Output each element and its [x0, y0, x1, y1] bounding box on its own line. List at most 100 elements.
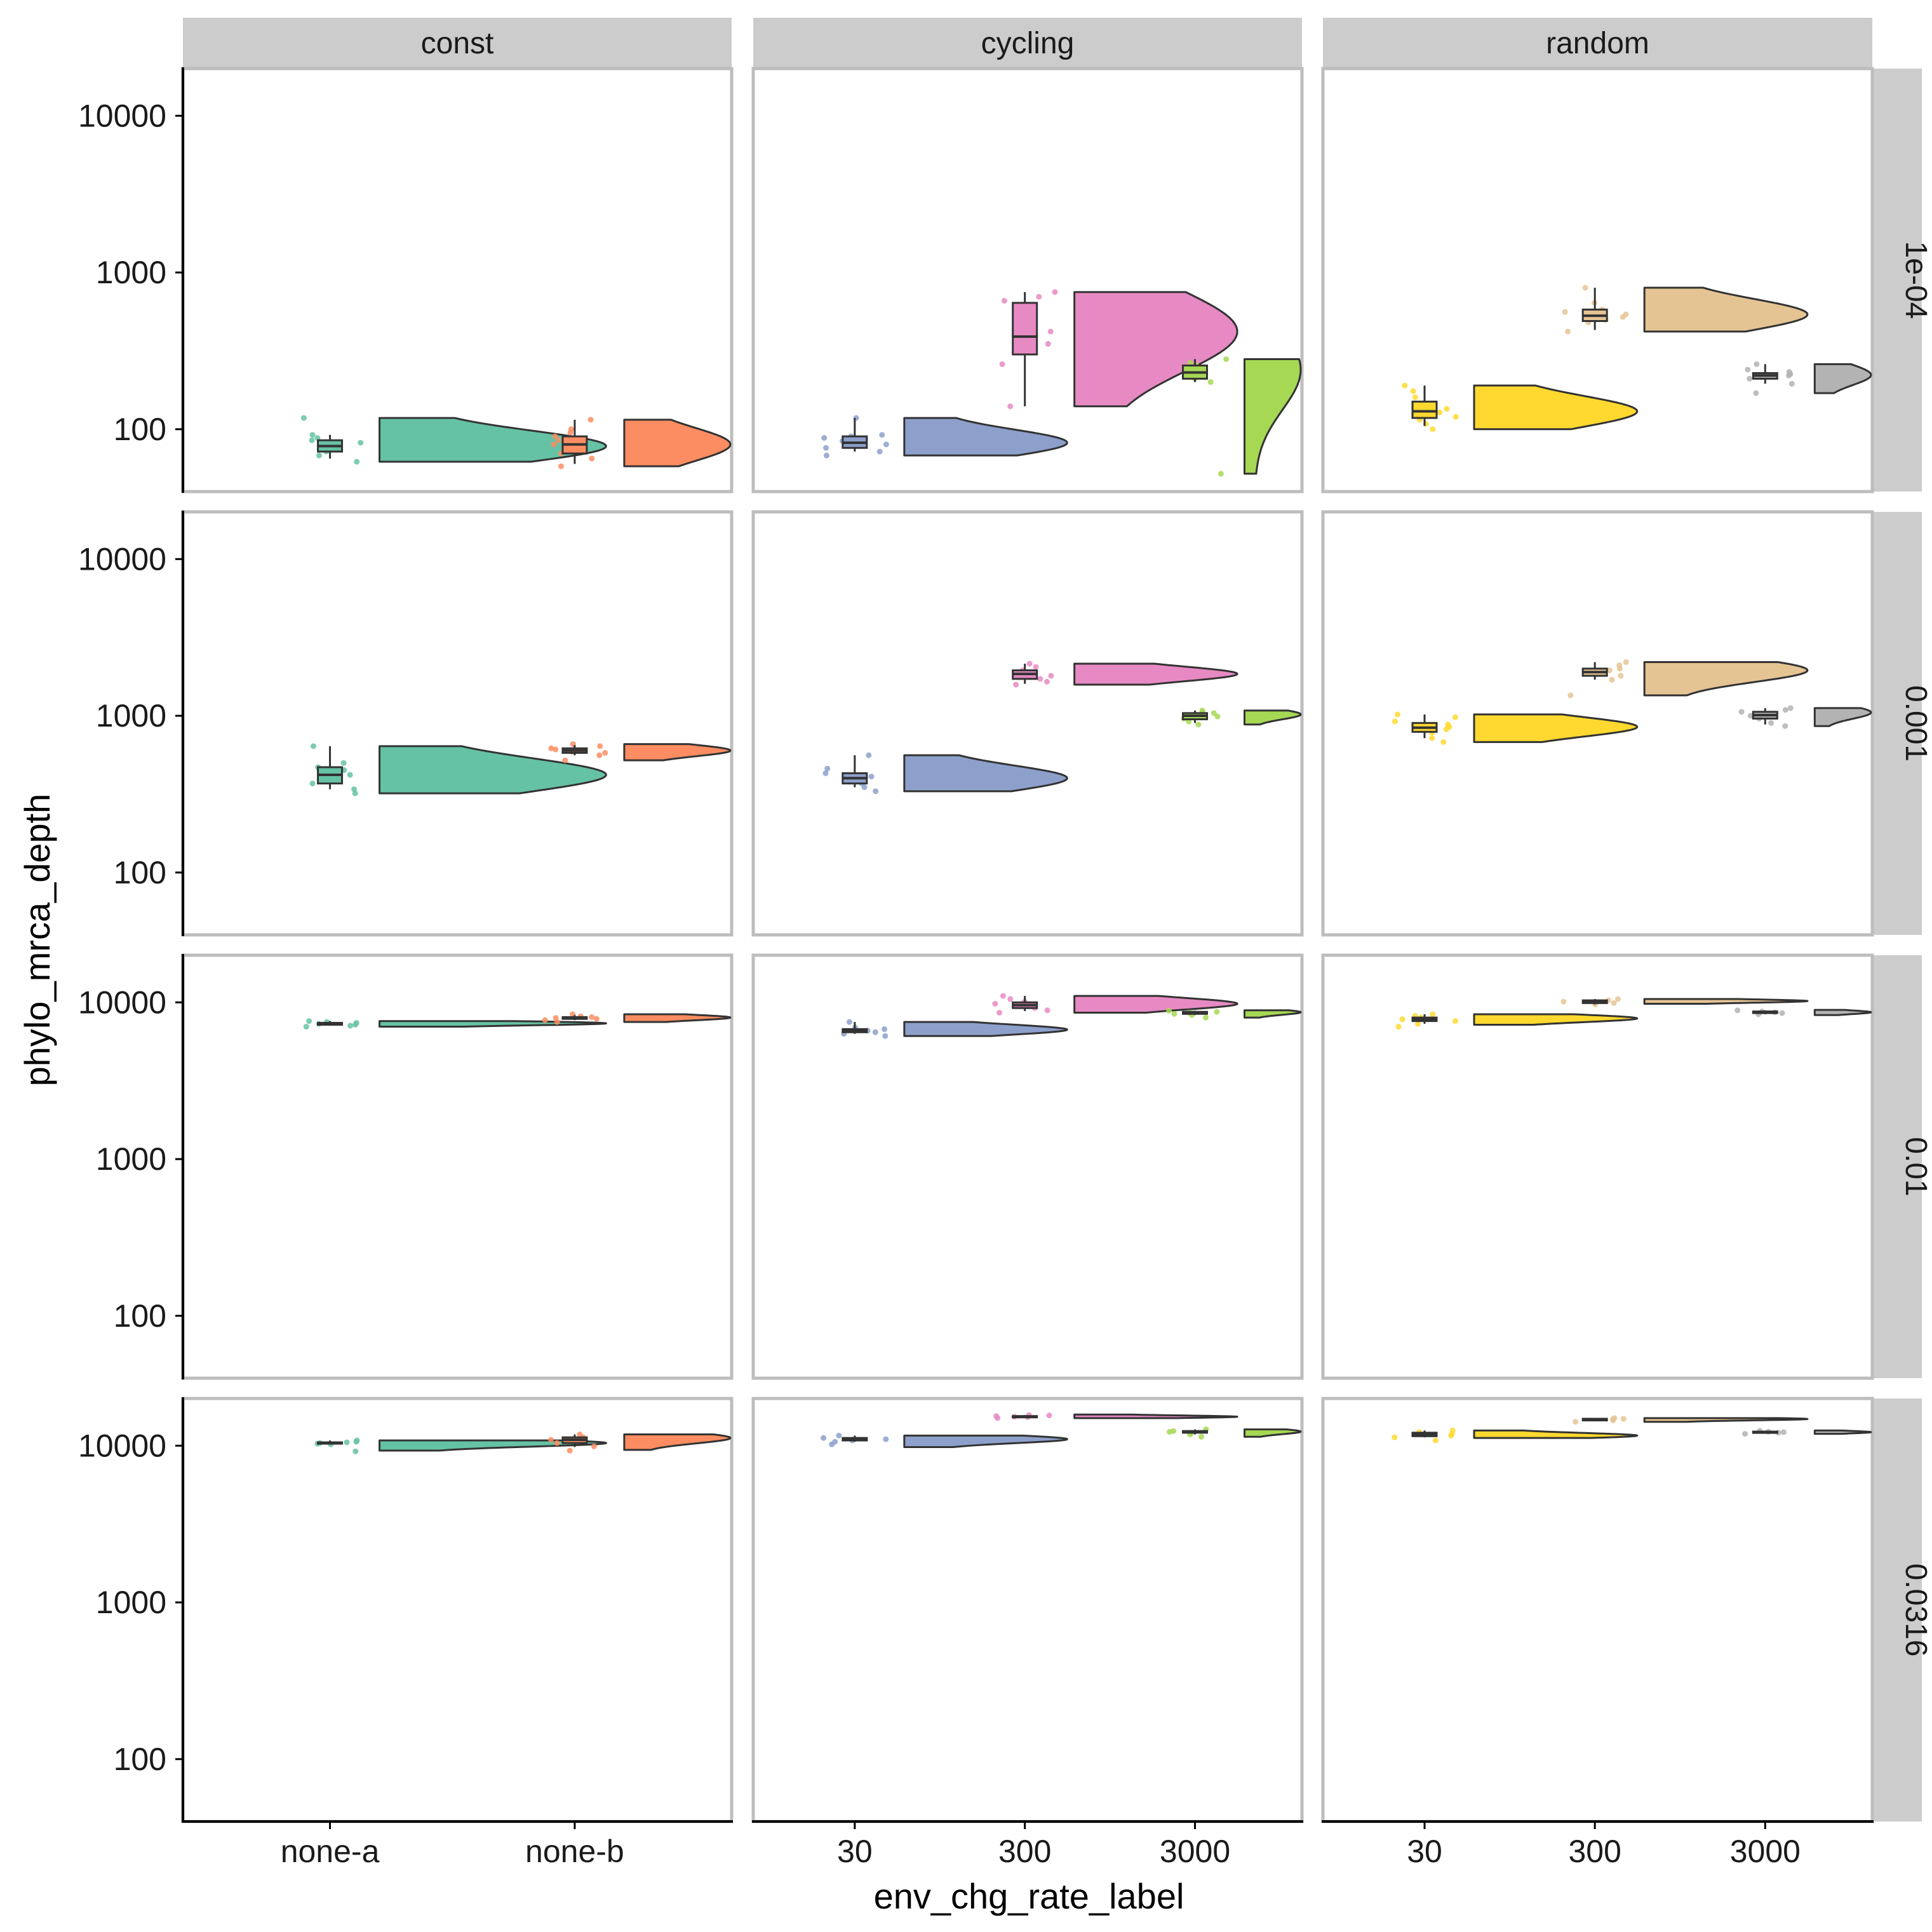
row-strip-label: 0.01: [1899, 1137, 1932, 1196]
violin: [1643, 1417, 1809, 1423]
panel: [181, 67, 734, 493]
data-point: [1452, 413, 1459, 420]
data-point: [1394, 711, 1400, 718]
data-point: [1214, 1009, 1220, 1015]
row-strip-label: 1e-04: [1899, 241, 1932, 319]
violin: [1473, 713, 1639, 743]
data-point: [568, 426, 574, 433]
data-point: [309, 437, 315, 443]
data-point: [1449, 1427, 1456, 1433]
data-point: [589, 1014, 595, 1021]
data-point: [1399, 1016, 1405, 1023]
data-point: [1007, 403, 1014, 410]
col-strip: [183, 18, 732, 69]
violin: [903, 754, 1068, 793]
x-tick-label: 30: [837, 1834, 873, 1869]
data-point: [1223, 356, 1230, 362]
data-point: [823, 445, 829, 451]
data-point: [1187, 359, 1193, 366]
panel: [751, 953, 1304, 1380]
violin: [903, 1434, 1068, 1448]
data-point: [996, 1009, 1003, 1016]
data-point: [542, 1017, 548, 1023]
data-point: [866, 752, 872, 758]
row-strip-label: 0.001: [1899, 685, 1932, 761]
violin: [379, 745, 607, 795]
violin: [1073, 995, 1238, 1014]
data-point: [1414, 1021, 1421, 1027]
data-point: [1430, 426, 1436, 433]
data-point: [879, 432, 885, 438]
raincloud-group: [1182, 356, 1302, 477]
violin: [1473, 1013, 1639, 1026]
violin: [1473, 1429, 1639, 1439]
data-point: [300, 415, 307, 421]
panel-border: [751, 1397, 1304, 1823]
data-point: [354, 459, 360, 465]
data-point: [1786, 369, 1792, 375]
data-point: [1623, 659, 1629, 666]
violin: [1813, 707, 1872, 727]
data-point: [1037, 676, 1043, 682]
raincloud-group: [1573, 1415, 1809, 1425]
violin: [623, 743, 732, 761]
data-point: [1618, 673, 1624, 679]
data-point: [1782, 707, 1788, 713]
data-point: [1218, 471, 1224, 477]
data-point: [1782, 723, 1788, 729]
y-tick-label: 100: [114, 1298, 166, 1334]
data-point: [993, 1413, 1000, 1419]
data-point: [1753, 390, 1759, 396]
data-point: [1195, 721, 1202, 728]
panel-border: [751, 510, 1304, 937]
data-point: [554, 1440, 560, 1446]
data-point: [1410, 388, 1416, 394]
violin: [1244, 1428, 1302, 1438]
data-point: [553, 1015, 559, 1021]
data-point: [1202, 1014, 1209, 1021]
x-tick-label: none-a: [281, 1834, 380, 1869]
row-strip: [1872, 1399, 1922, 1821]
data-point: [882, 1026, 888, 1032]
violin: [379, 1020, 607, 1028]
data-point: [1779, 1010, 1785, 1016]
col-strip-label: cycling: [981, 27, 1075, 60]
raincloud-group: [1166, 1426, 1302, 1440]
violin: [623, 1013, 732, 1023]
data-point: [1026, 661, 1033, 667]
data-point: [1452, 1018, 1458, 1024]
data-point: [354, 1437, 360, 1444]
data-point: [562, 757, 568, 763]
violin: [1813, 363, 1872, 394]
box: [1012, 302, 1038, 356]
data-point: [1611, 1000, 1617, 1006]
data-point: [1560, 998, 1567, 1005]
panel: [1321, 67, 1874, 493]
y-tick-label: 1000: [96, 255, 166, 290]
data-point: [1198, 1433, 1205, 1440]
raincloud-group: [1395, 1011, 1639, 1030]
data-point: [589, 455, 595, 462]
raincloud-group: [1012, 661, 1238, 688]
data-point: [316, 452, 322, 459]
data-point: [883, 1436, 889, 1442]
violin: [903, 417, 1068, 457]
data-point: [577, 1432, 583, 1438]
violin: [1073, 1413, 1238, 1419]
raincloud-group: [1181, 708, 1302, 728]
data-point: [1166, 1007, 1172, 1014]
y-tick-label: 10000: [78, 98, 166, 133]
data-point: [883, 441, 889, 448]
raincloud-group: [1734, 1007, 1872, 1017]
data-point: [876, 448, 883, 455]
data-point: [822, 770, 829, 776]
row-strip: [1872, 69, 1922, 492]
data-point: [344, 1439, 350, 1446]
data-point: [1611, 1415, 1618, 1421]
data-point: [310, 743, 316, 749]
data-point: [1734, 1007, 1741, 1014]
data-point: [1567, 692, 1574, 699]
raincloud-group: [1567, 659, 1809, 699]
data-point: [593, 1016, 600, 1022]
